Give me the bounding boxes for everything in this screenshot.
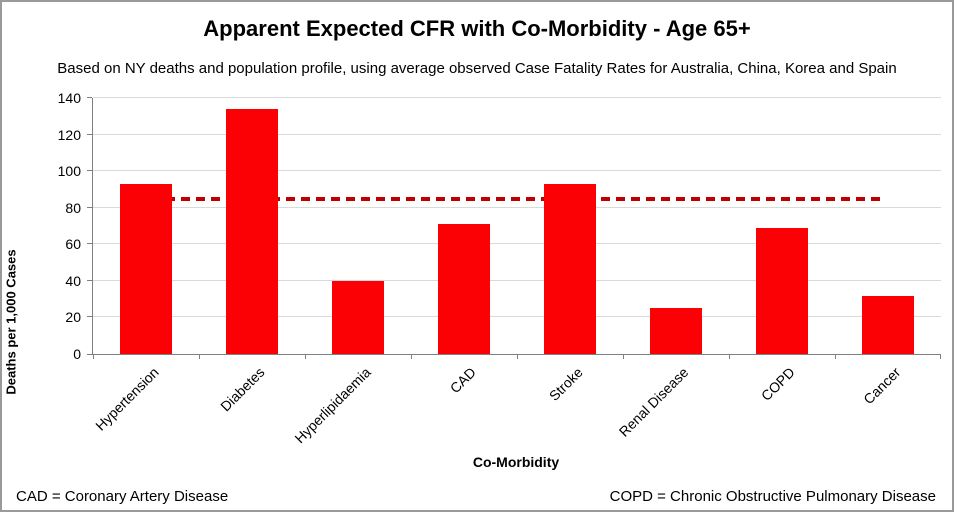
x-tick-1 — [199, 354, 200, 359]
bar-hypertension — [120, 183, 172, 354]
x-tick-2 — [305, 354, 306, 359]
bar-cancer — [862, 295, 914, 354]
gridline-120 — [93, 133, 941, 135]
chart-title: Apparent Expected CFR with Co-Morbidity … — [203, 16, 751, 41]
footnote-copd: COPD = Chronic Obstructive Pulmonary Dis… — [609, 488, 936, 505]
bar-cad — [438, 224, 490, 354]
x-tick-8 — [940, 354, 941, 359]
x-category-label-diabetes: Diabetes — [216, 364, 268, 415]
y-tick-label-140: 140 — [57, 90, 81, 106]
bar-hyperlipidaemia — [332, 280, 384, 354]
x-axis-title: Co-Morbidity — [472, 454, 560, 470]
gridline-20 — [93, 316, 941, 318]
bar-copd — [756, 227, 808, 354]
y-tick-20 — [87, 316, 92, 318]
x-category-label-cad: CAD — [447, 364, 480, 397]
y-tick-label-100: 100 — [57, 163, 81, 180]
x-category-label-renal-disease: Renal Disease — [615, 364, 692, 440]
x-category-label-hypertension: Hypertension — [91, 364, 162, 434]
x-category-label-copd: COPD — [757, 364, 798, 404]
x-tick-3 — [411, 354, 412, 359]
gridline-140 — [93, 97, 941, 98]
y-tick-100 — [87, 170, 92, 172]
y-axis-title-text: Deaths per 1,000 Cases — [3, 249, 19, 395]
bar-stroke — [544, 183, 596, 354]
bar-renal-disease — [650, 308, 702, 354]
x-category-label-stroke: Stroke — [545, 364, 586, 404]
x-tick-5 — [623, 354, 624, 359]
x-category-label-cancer: Cancer — [860, 364, 904, 408]
footnotes: CAD = Coronary Artery Disease COPD = Chr… — [16, 488, 936, 505]
plot-area: Deaths per 1,000 Cases 0 20 40 60 80 100 120 14… — [4, 90, 941, 446]
reference-line — [121, 196, 886, 201]
footnote-cad: CAD = Coronary Artery Disease — [16, 488, 229, 505]
bar-diabetes — [226, 108, 278, 354]
x-tick-0 — [93, 354, 94, 359]
y-tick-140 — [87, 97, 92, 98]
chart-subtitle: Based on NY deaths and population profil… — [57, 60, 897, 77]
y-tick-label-0: 0 — [73, 346, 81, 362]
y-tick-60 — [87, 243, 92, 245]
y-tick-120 — [87, 133, 92, 135]
y-tick-label-80: 80 — [65, 199, 81, 216]
gridline-100 — [93, 170, 941, 172]
x-tick-7 — [835, 354, 836, 359]
y-tick-label-60: 60 — [65, 236, 81, 253]
y-tick-0 — [87, 354, 92, 355]
x-tick-6 — [729, 354, 730, 359]
y-tick-40 — [87, 279, 92, 281]
y-tick-label-20: 20 — [65, 309, 81, 326]
y-tick-label-120: 120 — [57, 126, 81, 143]
gridline-60 — [93, 243, 941, 245]
y-tick-label-40: 40 — [65, 272, 81, 289]
gridline-40 — [93, 279, 941, 281]
y-tick-80 — [87, 206, 92, 208]
gridline-80 — [93, 206, 941, 208]
x-category-label-hyperlipidaemia: Hyperlipidaemia — [291, 364, 374, 447]
x-tick-4 — [517, 354, 518, 359]
